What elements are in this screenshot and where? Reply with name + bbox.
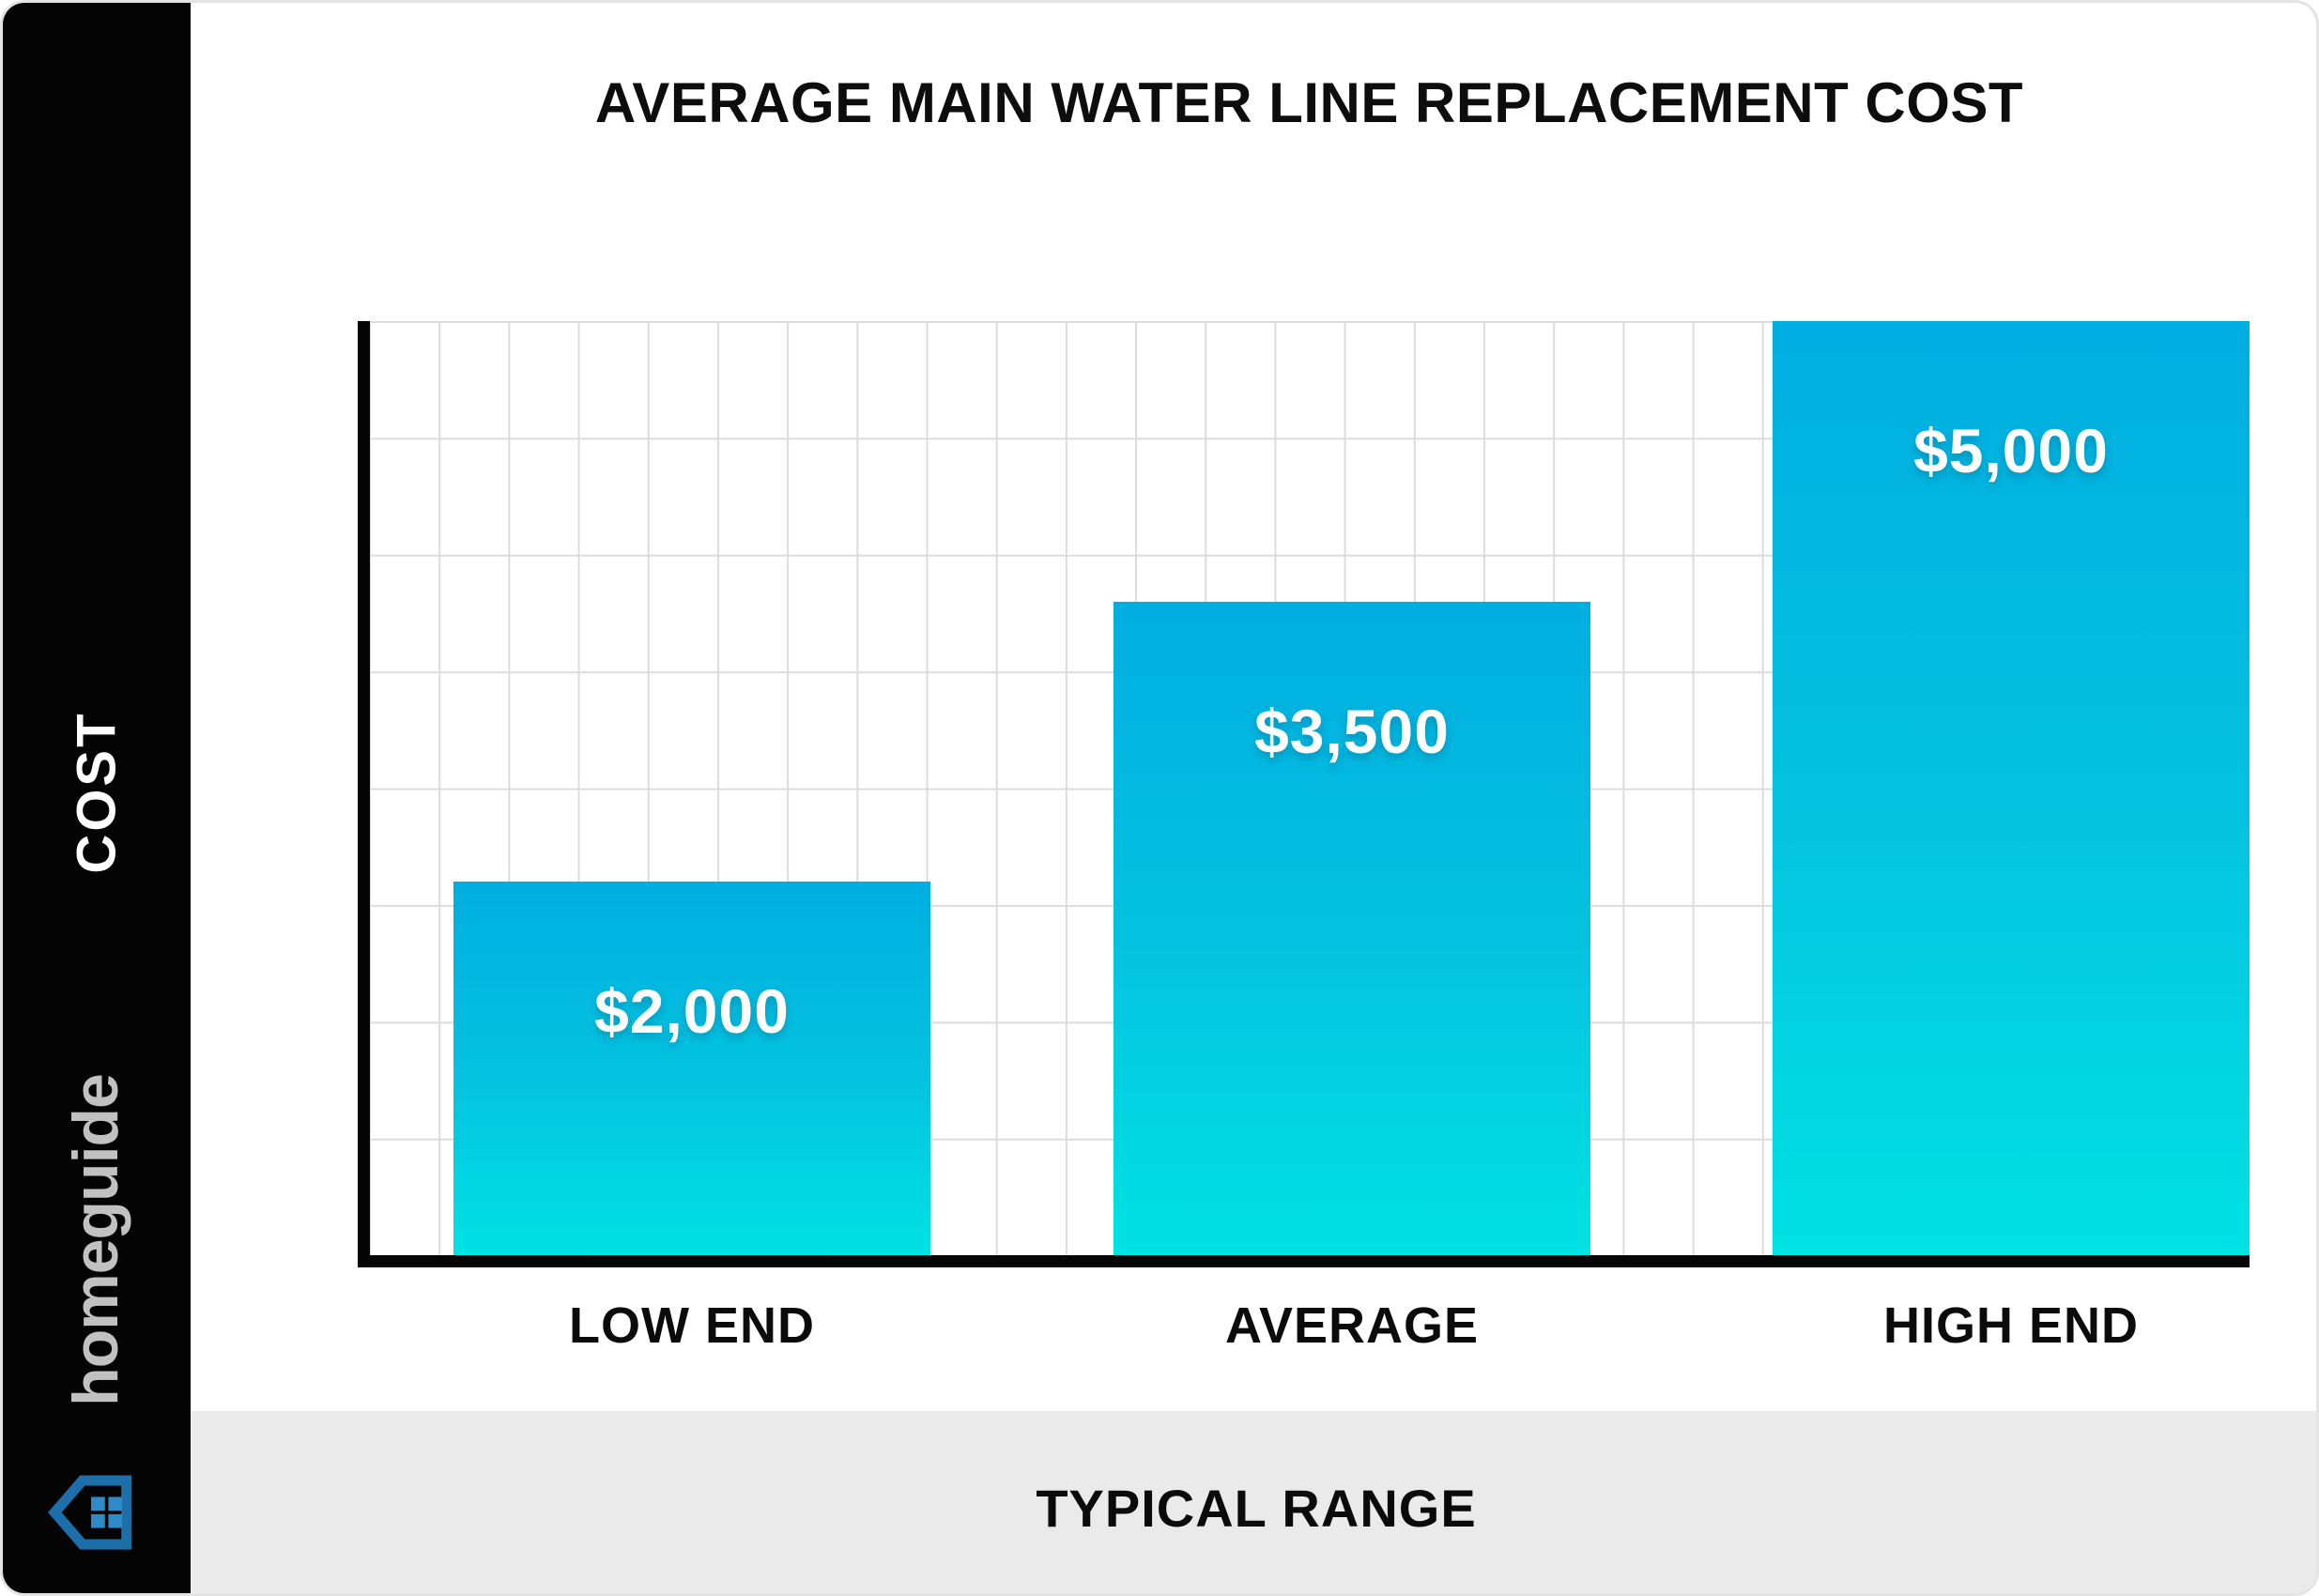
bar-value-label: $5,000 [1913, 416, 2109, 485]
bar-average: $3,500 [1113, 601, 1590, 1255]
chart-title: AVERAGE MAIN WATER LINE REPLACEMENT COST [594, 71, 2024, 134]
brand-wordmark: homeguide [60, 1074, 131, 1406]
bar-value-label: $3,500 [1254, 696, 1450, 766]
bar-high-end: $5,000 [1773, 321, 2250, 1255]
bar-value-label: $2,000 [594, 976, 790, 1046]
x-axis-line [358, 1255, 2250, 1267]
y-axis-label: COST [66, 711, 128, 874]
homeguide-house-icon [48, 1475, 132, 1550]
category-label-average: AVERAGE [1224, 1297, 1480, 1354]
category-label-low-end: LOW END [569, 1297, 815, 1354]
plot-area: $2,000 $3,500 $5,000 [369, 321, 2250, 1255]
bar-low-end: $2,000 [453, 882, 930, 1255]
category-label-high-end: HIGH END [1882, 1297, 2139, 1354]
y-axis-line [358, 321, 370, 1267]
sidebar: COST homeguide [3, 3, 191, 1593]
x-axis-band: TYPICAL RANGE [191, 1411, 2316, 1593]
x-axis-label: TYPICAL RANGE [1036, 1478, 1477, 1538]
